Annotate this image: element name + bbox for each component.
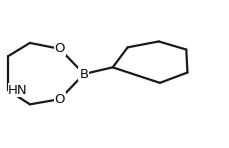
Text: O: O — [54, 42, 65, 55]
Text: O: O — [54, 93, 65, 106]
Text: HN: HN — [8, 84, 27, 97]
Text: B: B — [79, 67, 88, 81]
